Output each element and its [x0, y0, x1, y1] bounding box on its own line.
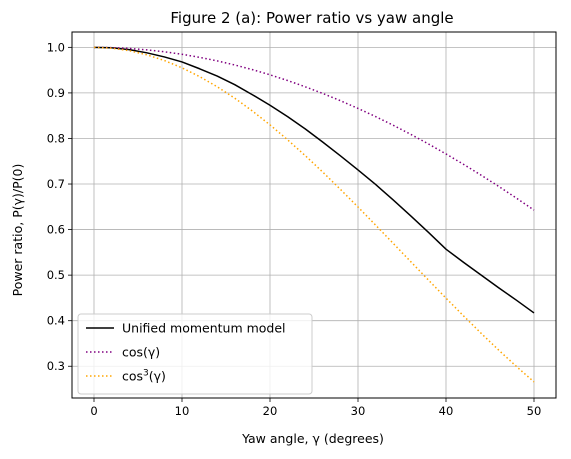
- legend-box: [77, 313, 313, 395]
- grid-lines: [72, 32, 556, 398]
- series-line-3: [93, 46, 535, 383]
- legend-label-1: Unified momentum model: [122, 321, 286, 336]
- x-axis-label: Yaw angle, γ (degrees): [241, 431, 384, 446]
- plot-series: [93, 46, 535, 383]
- y-tick-label: 0.3: [47, 359, 65, 373]
- y-tick-label: 0.9: [47, 86, 65, 100]
- y-tick-label: 0.7: [47, 177, 65, 191]
- y-tick-label: 0.6: [47, 223, 65, 237]
- x-tick-label: 30: [351, 404, 366, 418]
- series-line-2: [93, 46, 535, 211]
- y-tick-label: 0.5: [47, 268, 65, 282]
- x-axis-ticks: 0 10 20 30 40 50: [90, 398, 541, 418]
- y-axis-ticks: 0.3 0.4 0.5 0.6 0.7 0.8 0.9 1.0: [47, 40, 72, 373]
- x-tick-label: 0: [90, 404, 97, 418]
- legend: Unified momentum model cos(γ) cos3(γ): [77, 313, 313, 395]
- y-axis-label: Power ratio, P(γ)/P(0): [10, 164, 25, 297]
- plot-frame: [71, 31, 557, 399]
- x-tick-label: 50: [527, 404, 542, 418]
- x-tick-label: 40: [439, 404, 454, 418]
- y-tick-label: 1.0: [47, 40, 65, 54]
- x-tick-label: 10: [175, 404, 190, 418]
- chart-title: Figure 2 (a): Power ratio vs yaw angle: [170, 9, 453, 27]
- legend-label-3: cos3(γ): [122, 369, 166, 384]
- x-tick-label: 20: [263, 404, 278, 418]
- series-line-1: [93, 46, 535, 314]
- y-tick-label: 0.8: [47, 131, 65, 145]
- legend-label-2: cos(γ): [122, 345, 160, 360]
- y-tick-label: 0.4: [47, 314, 65, 328]
